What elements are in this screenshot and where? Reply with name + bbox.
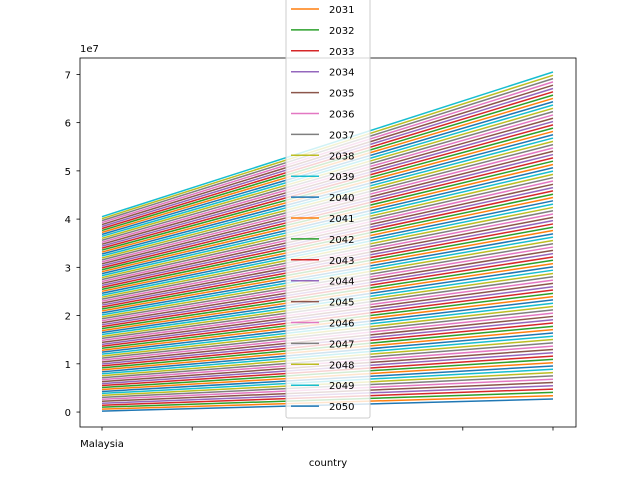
y-tick-label: 0 <box>65 408 71 419</box>
legend-label: 2034 <box>329 68 354 79</box>
y-tick-label: 1 <box>65 360 71 371</box>
x-axis: Malaysia <box>80 427 554 450</box>
legend-label: 2038 <box>329 151 354 162</box>
legend-label: 2048 <box>329 360 354 371</box>
legend-label: 2036 <box>329 110 354 121</box>
legend-label: 2041 <box>329 214 354 225</box>
x-axis-label: country <box>309 458 347 469</box>
y-tick-label: 3 <box>65 263 71 274</box>
legend-label: 2040 <box>329 193 354 204</box>
legend-label: 2050 <box>329 402 354 413</box>
y-tick-label: 4 <box>65 215 71 226</box>
legend-label: 2032 <box>329 26 354 37</box>
legend-label: 2042 <box>329 235 354 246</box>
y-tick-label: 6 <box>65 119 71 130</box>
legend-label: 2045 <box>329 298 354 309</box>
legend-label: 2033 <box>329 47 354 58</box>
y-tick-label: 7 <box>65 70 71 81</box>
legend: 2031 2032 2033 2034 2035 2036 2037 2038 2039 2040… <box>285 0 371 419</box>
y-axis: 0 1 2 3 4 5 6 7 <box>65 70 80 419</box>
legend-label: 2031 <box>329 5 354 16</box>
legend-label: 2035 <box>329 89 354 100</box>
legend-label: 2044 <box>329 277 354 288</box>
y-tick-label: 2 <box>65 312 71 323</box>
legend-label: 2047 <box>329 339 354 350</box>
legend-label: 2049 <box>329 381 354 392</box>
legend-box <box>285 0 371 419</box>
y-offset-label: 1e7 <box>80 44 99 55</box>
legend-label: 2046 <box>329 319 354 330</box>
legend-label: 2037 <box>329 130 354 141</box>
legend-label: 2043 <box>329 256 354 267</box>
x-tick-label: Malaysia <box>80 439 124 450</box>
y-tick-label: 5 <box>65 167 71 178</box>
legend-label: 2039 <box>329 172 354 183</box>
